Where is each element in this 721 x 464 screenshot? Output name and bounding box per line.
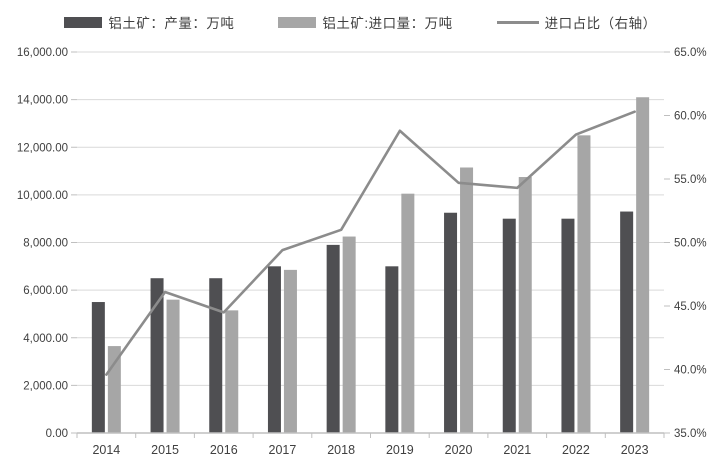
svg-text:40.0%: 40.0% — [674, 365, 707, 377]
svg-text:16,000.00: 16,000.00 — [17, 47, 68, 59]
legend-item-production: 铝土矿：产量：万吨 — [64, 12, 234, 32]
svg-text:2021: 2021 — [503, 443, 531, 457]
svg-text:2016: 2016 — [210, 443, 238, 457]
svg-text:2,000.00: 2,000.00 — [23, 380, 68, 392]
svg-text:45.0%: 45.0% — [674, 301, 707, 313]
production-bar-swatch — [64, 16, 103, 28]
svg-text:2018: 2018 — [327, 443, 355, 457]
svg-text:10,000.00: 10,000.00 — [17, 190, 68, 202]
svg-text:2019: 2019 — [386, 443, 414, 457]
import-share-line-swatch — [496, 20, 539, 24]
svg-text:2017: 2017 — [269, 443, 297, 457]
legend-label-import-share: 进口占比（右轴） — [544, 16, 657, 31]
svg-text:35.0%: 35.0% — [674, 428, 707, 440]
svg-text:6,000.00: 6,000.00 — [23, 285, 68, 297]
legend-item-import: 铝土矿:进口量：万吨 — [278, 12, 452, 32]
svg-text:55.0%: 55.0% — [674, 174, 707, 186]
svg-text:60.0%: 60.0% — [674, 111, 707, 123]
svg-text:2015: 2015 — [151, 443, 179, 457]
legend-label-import: 铝土矿:进口量：万吨 — [322, 16, 453, 31]
legend-label-production: 铝土矿：产量：万吨 — [108, 16, 235, 31]
import-bar-swatch — [278, 16, 317, 28]
svg-text:4,000.00: 4,000.00 — [23, 333, 68, 345]
svg-text:0.00: 0.00 — [46, 428, 68, 440]
svg-text:14,000.00: 14,000.00 — [17, 95, 68, 107]
svg-text:2023: 2023 — [621, 443, 649, 457]
chart-legend: 铝土矿：产量：万吨 铝土矿:进口量：万吨 进口占比（右轴） — [0, 10, 721, 34]
svg-text:8,000.00: 8,000.00 — [23, 238, 68, 250]
svg-text:2020: 2020 — [445, 443, 473, 457]
svg-text:12,000.00: 12,000.00 — [17, 142, 68, 154]
svg-text:2014: 2014 — [92, 443, 120, 457]
svg-text:2022: 2022 — [562, 443, 590, 457]
legend-item-import-share: 进口占比（右轴） — [496, 12, 657, 32]
svg-text:65.0%: 65.0% — [674, 47, 707, 59]
svg-text:50.0%: 50.0% — [674, 238, 707, 250]
